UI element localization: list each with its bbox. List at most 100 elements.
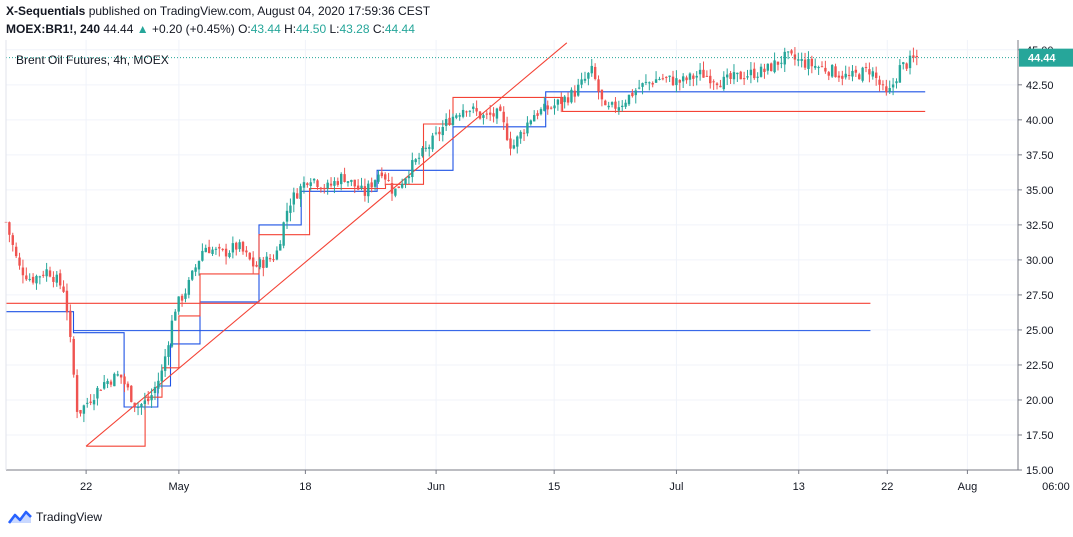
candle-body bbox=[204, 247, 207, 253]
candle-body bbox=[851, 70, 854, 77]
candle-body bbox=[461, 109, 465, 117]
close-value: 44.44 bbox=[384, 22, 415, 36]
candle-body bbox=[526, 122, 529, 134]
candle-body bbox=[468, 110, 472, 112]
y-tick-label: 17.50 bbox=[1026, 430, 1054, 442]
tradingview-footer[interactable]: TradingView bbox=[8, 510, 102, 524]
candle-body bbox=[590, 65, 593, 74]
candle-body bbox=[417, 157, 421, 159]
candle-body bbox=[150, 395, 153, 401]
candle-body bbox=[902, 62, 905, 65]
candle-body bbox=[512, 145, 516, 149]
candle-body bbox=[411, 160, 414, 178]
price-change: +0.20 (+0.45%) bbox=[151, 22, 235, 36]
x-tick-label: Jun bbox=[427, 481, 445, 493]
candle-body bbox=[86, 402, 89, 404]
y-tick-label: 32.50 bbox=[1026, 220, 1054, 232]
candle-body bbox=[648, 82, 651, 84]
candle-body bbox=[106, 380, 109, 384]
y-tick-label: 30.00 bbox=[1026, 255, 1054, 267]
candle-body bbox=[753, 68, 756, 79]
candle-body bbox=[153, 386, 157, 394]
y-tick-label: 42.50 bbox=[1026, 80, 1054, 92]
candle-body bbox=[627, 94, 631, 105]
candle-body bbox=[400, 183, 404, 188]
candle-body bbox=[800, 59, 803, 61]
candle-body bbox=[42, 274, 45, 276]
candle-body bbox=[160, 370, 163, 382]
candle-body bbox=[102, 382, 106, 389]
candle-body bbox=[180, 295, 184, 301]
candle-body bbox=[766, 63, 770, 71]
candle-body bbox=[736, 72, 739, 75]
candle-body bbox=[390, 183, 394, 194]
candle-body bbox=[516, 136, 519, 147]
low-label: L: bbox=[329, 22, 340, 36]
candle-body bbox=[373, 180, 377, 187]
candle-body bbox=[810, 58, 814, 67]
price-chart[interactable]: Brent Oil Futures, 4h, MOEX 15.00 17.50 20.… bbox=[0, 40, 1073, 500]
candle-body bbox=[428, 147, 431, 149]
candle-body bbox=[404, 178, 407, 184]
candle-body bbox=[309, 182, 312, 187]
candle-body bbox=[96, 387, 99, 399]
candle-body bbox=[807, 59, 810, 69]
candle-body bbox=[532, 115, 536, 122]
candle-body bbox=[746, 76, 749, 78]
candle-body bbox=[560, 97, 563, 104]
candle-body bbox=[671, 76, 675, 86]
candle-body bbox=[265, 256, 268, 268]
candle-body bbox=[258, 259, 262, 268]
candle-body bbox=[895, 81, 898, 84]
candle-body bbox=[888, 88, 891, 92]
author-name[interactable]: X-Sequentials bbox=[6, 4, 86, 18]
candle-body bbox=[163, 356, 167, 371]
candle-body bbox=[705, 75, 709, 77]
candle-body bbox=[492, 113, 495, 117]
chart-area[interactable]: Brent Oil Futures, 4h, MOEX 15.00 17.50 20.… bbox=[0, 40, 1073, 500]
candle-body bbox=[871, 71, 874, 77]
candle-body bbox=[140, 404, 143, 408]
candle-body bbox=[218, 246, 221, 249]
candle-body bbox=[272, 259, 275, 261]
candle-body bbox=[201, 250, 204, 261]
candle-body bbox=[881, 84, 885, 86]
candle-body bbox=[58, 273, 62, 286]
candle-body bbox=[448, 117, 451, 125]
candle-body bbox=[316, 180, 319, 188]
candle-body bbox=[658, 78, 661, 80]
candle-body bbox=[472, 106, 475, 109]
candle-body bbox=[624, 102, 627, 107]
candle-body bbox=[197, 260, 201, 270]
candle-body bbox=[235, 242, 238, 250]
candle-body bbox=[72, 338, 75, 375]
close-label: C: bbox=[372, 22, 385, 36]
high-label: H: bbox=[284, 22, 297, 36]
candle-body bbox=[92, 400, 96, 405]
candle-body bbox=[268, 258, 272, 260]
candle-body bbox=[536, 113, 539, 116]
candle-body bbox=[387, 179, 390, 181]
candle-body bbox=[167, 345, 170, 357]
candle-body bbox=[52, 276, 55, 282]
candle-body bbox=[323, 187, 326, 190]
candle-body bbox=[891, 84, 895, 88]
candle-body bbox=[617, 107, 621, 111]
candle-body bbox=[600, 89, 604, 100]
candle-body bbox=[475, 108, 478, 112]
candle-body bbox=[509, 138, 512, 149]
high-value: 44.50 bbox=[296, 22, 327, 36]
candle-body bbox=[563, 96, 566, 103]
candle-body bbox=[668, 75, 671, 77]
candle-body bbox=[604, 100, 607, 106]
candle-body bbox=[824, 67, 827, 72]
candle-body bbox=[488, 112, 492, 115]
candle-body bbox=[350, 179, 353, 182]
candle-body bbox=[82, 405, 86, 414]
y-tick-label: 40.00 bbox=[1026, 115, 1054, 127]
candle-body bbox=[566, 97, 570, 103]
last-price: 44.44 bbox=[103, 22, 134, 36]
candle-body bbox=[25, 275, 28, 280]
red-step-line bbox=[86, 96, 926, 447]
candle-body bbox=[556, 99, 560, 105]
